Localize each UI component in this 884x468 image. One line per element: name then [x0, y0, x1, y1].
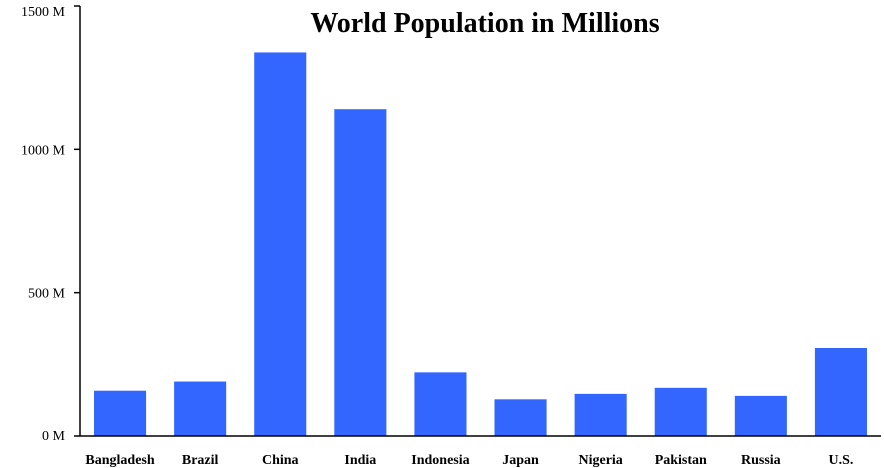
x-category-label: Russia	[741, 453, 781, 468]
x-axis-labels: Bangladesh Brazil China India Indonesia Japan…	[85, 453, 853, 468]
y-axis-ticks: 0 M 500 M 1000 M 1500 M	[21, 5, 80, 444]
x-category-label: India	[344, 453, 376, 468]
bar-china	[254, 52, 307, 436]
bar-bangladesh	[94, 390, 147, 436]
bar-russia	[734, 395, 787, 436]
y-tick-label: 1000 M	[21, 143, 66, 158]
x-category-label: Brazil	[182, 453, 219, 468]
bar-india	[334, 109, 387, 436]
x-category-label: Japan	[502, 453, 539, 468]
x-category-label: U.S.	[828, 453, 853, 468]
bar-japan	[494, 399, 547, 436]
y-tick-label: 500 M	[28, 287, 66, 302]
y-tick-label: 1500 M	[21, 5, 66, 20]
bar-u-s	[814, 347, 867, 436]
bar-brazil	[174, 381, 227, 436]
x-category-label: Pakistan	[655, 453, 707, 468]
bar-nigeria	[574, 393, 627, 436]
bar-indonesia	[414, 372, 467, 436]
x-category-label: Nigeria	[578, 453, 622, 468]
x-category-label: China	[262, 453, 299, 468]
bars	[94, 52, 867, 436]
x-category-label: Bangladesh	[85, 453, 154, 468]
y-tick-label: 0 M	[42, 429, 66, 444]
x-category-label: Indonesia	[411, 453, 469, 468]
bar-pakistan	[654, 387, 707, 436]
chart-title: World Population in Millions	[310, 8, 659, 39]
